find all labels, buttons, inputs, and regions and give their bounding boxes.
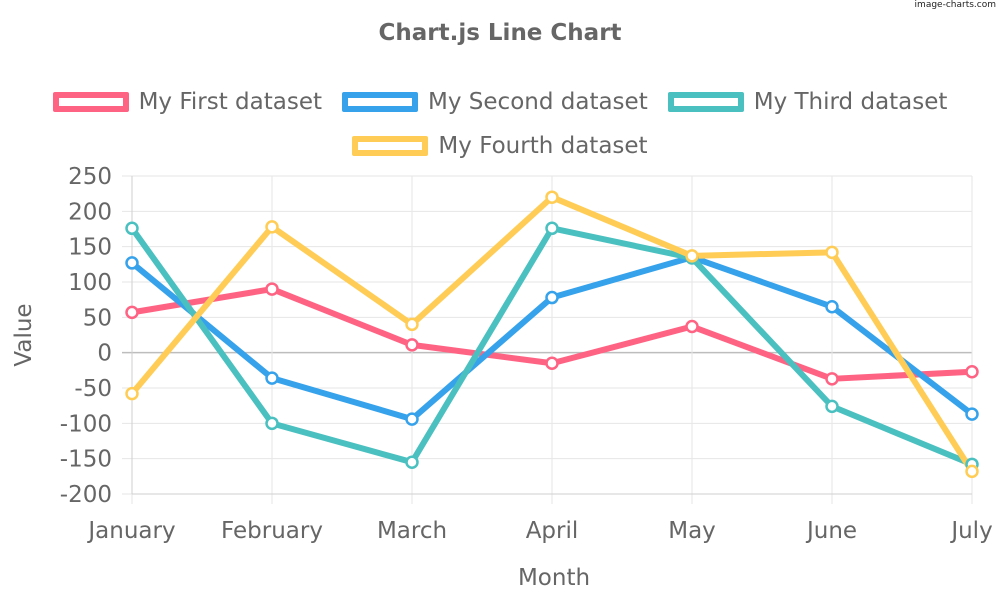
y-tick-label: 150 xyxy=(68,235,112,261)
x-tick-label: July xyxy=(949,518,992,544)
y-tick-label: 100 xyxy=(68,270,112,296)
series-4-point xyxy=(405,317,419,332)
x-axis-title: Month xyxy=(518,565,590,591)
legend-label: My Fourth dataset xyxy=(438,133,648,159)
series-2-point xyxy=(405,412,419,426)
x-tick-label: February xyxy=(221,518,323,544)
legend-item-first[interactable]: My First dataset xyxy=(52,89,323,115)
legend-swatch xyxy=(667,92,744,112)
legend-row-2: My Fourth dataset xyxy=(0,124,1000,168)
watermark: image-charts.com xyxy=(914,0,996,10)
series-4-point xyxy=(685,249,699,263)
series-4-point xyxy=(825,245,839,260)
series-1-point xyxy=(125,305,139,320)
y-tick-label: -100 xyxy=(60,411,112,437)
legend-item-third[interactable]: My Third dataset xyxy=(667,89,948,115)
series-2-point xyxy=(825,299,839,314)
series-1-point xyxy=(825,372,839,386)
series-4-point xyxy=(125,386,139,401)
y-tick-label: 0 xyxy=(97,341,112,367)
legend-label: My Second dataset xyxy=(428,89,648,115)
legend-label: My Third dataset xyxy=(753,89,948,115)
x-tick-label: January xyxy=(86,518,175,544)
y-tick-label: -200 xyxy=(60,482,112,508)
legend: My First dataset My Second dataset My Th… xyxy=(0,80,1000,168)
legend-swatch xyxy=(52,92,129,112)
legend-row-1: My First dataset My Second dataset My Th… xyxy=(0,80,1000,124)
series-1-point xyxy=(545,356,559,371)
legend-swatch xyxy=(352,136,429,156)
x-tick-label: April xyxy=(526,518,579,544)
y-tick-label: 200 xyxy=(68,199,112,225)
series-2-point xyxy=(545,290,559,305)
series-1-point xyxy=(405,338,419,352)
series-3-point xyxy=(545,221,559,236)
series-3-point xyxy=(405,455,419,469)
series-3-point xyxy=(825,399,839,414)
x-tick-label: May xyxy=(668,518,716,544)
series-2-point xyxy=(125,256,139,270)
legend-item-second[interactable]: My Second dataset xyxy=(342,89,648,115)
y-tick-label: -150 xyxy=(60,447,112,473)
x-tick-label: March xyxy=(377,518,447,544)
legend-label: My First dataset xyxy=(138,89,323,115)
legend-swatch xyxy=(342,92,419,112)
series-4-point xyxy=(545,190,559,204)
y-tick-label: 50 xyxy=(83,305,112,331)
y-axis-title: Value xyxy=(11,303,37,366)
series-4-point xyxy=(965,464,979,479)
x-tick-label: June xyxy=(805,518,857,544)
y-tick-label: -50 xyxy=(74,376,112,402)
series-2-point xyxy=(965,407,979,421)
series-3-point xyxy=(265,416,279,431)
series-1-point xyxy=(965,364,979,379)
series-1-point xyxy=(265,282,279,296)
y-tick-label: 250 xyxy=(68,164,112,190)
series-3-point xyxy=(125,221,139,236)
series-2-point xyxy=(265,371,279,385)
series-1-point xyxy=(685,319,699,334)
chart-title: Chart.js Line Chart xyxy=(378,20,622,46)
legend-item-fourth[interactable]: My Fourth dataset xyxy=(352,133,648,159)
series-4-point xyxy=(265,220,279,234)
